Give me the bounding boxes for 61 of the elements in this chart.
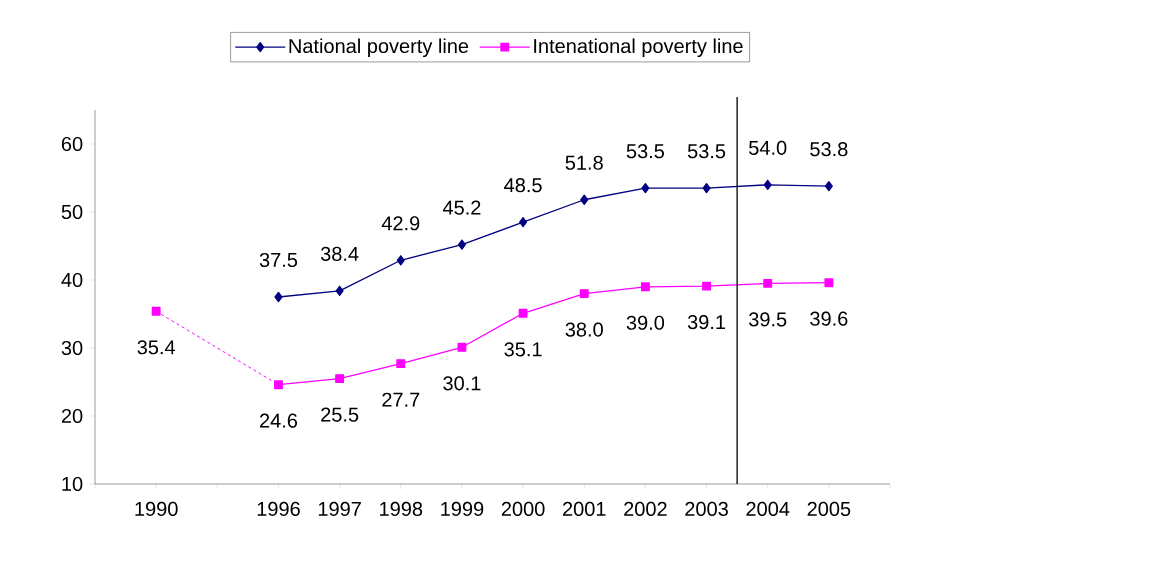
data-label: 38.0 <box>565 322 603 337</box>
y-tick-label: 20 <box>61 408 83 424</box>
point <box>641 183 650 194</box>
point <box>763 278 773 288</box>
data-label: 51.8 <box>565 155 603 170</box>
point <box>335 285 344 297</box>
legend-label: National poverty line <box>289 38 469 58</box>
y-tick-label: 30 <box>61 340 83 356</box>
data-label: 53.5 <box>626 144 665 159</box>
y-tick-label: 40 <box>61 272 83 288</box>
point <box>151 306 161 316</box>
point <box>457 342 467 352</box>
point <box>335 374 345 384</box>
point <box>824 181 833 192</box>
data-label: 25.5 <box>321 407 359 422</box>
point <box>580 194 589 205</box>
x-tick-label: 1997 <box>318 501 361 517</box>
point <box>274 291 283 303</box>
data-label: 38.4 <box>320 246 359 261</box>
y-tick-label: 10 <box>62 476 83 492</box>
data-label: 48.5 <box>504 178 542 193</box>
x-tick-label: 2000 <box>501 501 545 517</box>
data-label: 39.1 <box>687 315 726 330</box>
data-label: 39.6 <box>810 311 848 326</box>
point <box>824 278 834 288</box>
data-label: 35.4 <box>137 340 176 355</box>
data-label: 39.0 <box>626 315 665 330</box>
data-label: 54.0 <box>749 140 787 155</box>
x-tick-label: 2004 <box>746 501 790 517</box>
point <box>640 282 650 292</box>
point <box>396 255 405 266</box>
x-tick-label: 1998 <box>380 501 423 517</box>
data-label: 39.5 <box>749 312 787 327</box>
legend-label: Intenational poverty line <box>534 38 743 58</box>
x-tick-label: 1996 <box>257 501 300 517</box>
x-tick-label: 2005 <box>807 501 851 517</box>
point <box>579 289 589 299</box>
data-label: 35.1 <box>504 342 542 357</box>
x-tick-label: 2002 <box>624 501 667 517</box>
data-label: 30.1 <box>443 376 481 391</box>
point <box>702 183 711 194</box>
data-label: 53.8 <box>810 142 848 157</box>
x-tick-label: 1999 <box>441 501 484 517</box>
data-label: 27.7 <box>382 392 420 407</box>
data-label: 53.5 <box>687 144 726 159</box>
data-label: 24.6 <box>260 413 298 428</box>
point <box>702 281 711 291</box>
point <box>518 308 528 318</box>
point <box>396 359 406 369</box>
point <box>457 239 466 250</box>
y-tick-label: 50 <box>61 204 83 220</box>
data-label: 37.5 <box>259 252 298 268</box>
data-label: 42.9 <box>381 216 420 231</box>
x-tick-label: 2001 <box>563 501 606 517</box>
x-tick-label: 1990 <box>135 501 178 517</box>
point <box>274 380 283 390</box>
data-label: 45.2 <box>442 200 481 215</box>
point <box>763 179 772 190</box>
x-tick-label: 2003 <box>685 501 728 517</box>
point <box>519 217 528 228</box>
y-tick-label: 60 <box>61 136 83 152</box>
